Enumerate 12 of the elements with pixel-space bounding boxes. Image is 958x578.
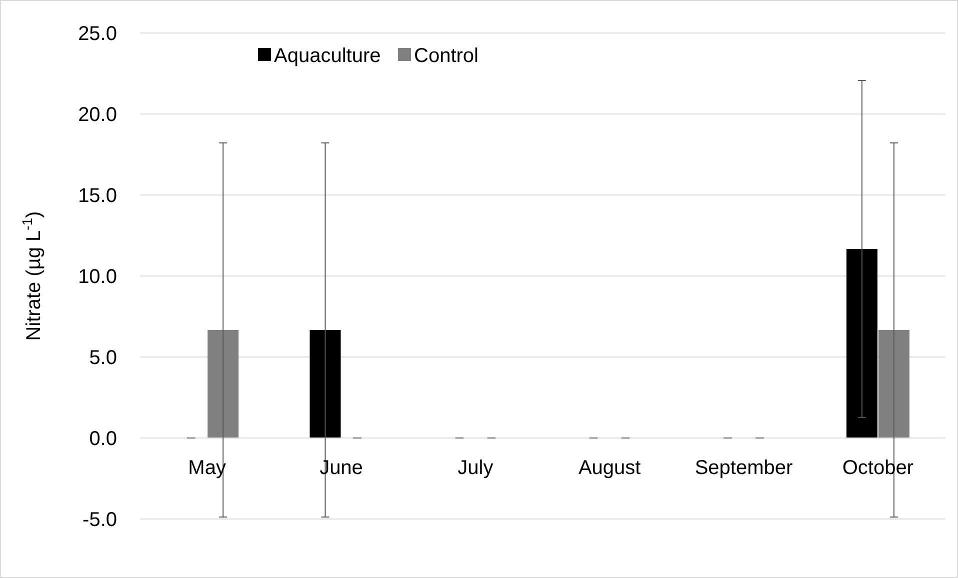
x-tick-label: August — [578, 457, 642, 479]
y-tick-label: 20.0 — [78, 104, 117, 126]
y-tick-label: 15.0 — [78, 185, 117, 207]
legend-label: Aquaculture — [274, 45, 381, 67]
legend-label: Control — [414, 45, 478, 67]
y-tick-label: 5.0 — [89, 347, 117, 369]
y-tick-label: 25.0 — [78, 23, 117, 45]
y-tick-label: 0.0 — [89, 428, 117, 450]
y-tick-label: -5.0 — [82, 509, 117, 531]
y-tick-label: 10.0 — [78, 266, 117, 288]
x-tick-label: July — [458, 457, 494, 479]
x-tick-label: September — [694, 457, 793, 479]
